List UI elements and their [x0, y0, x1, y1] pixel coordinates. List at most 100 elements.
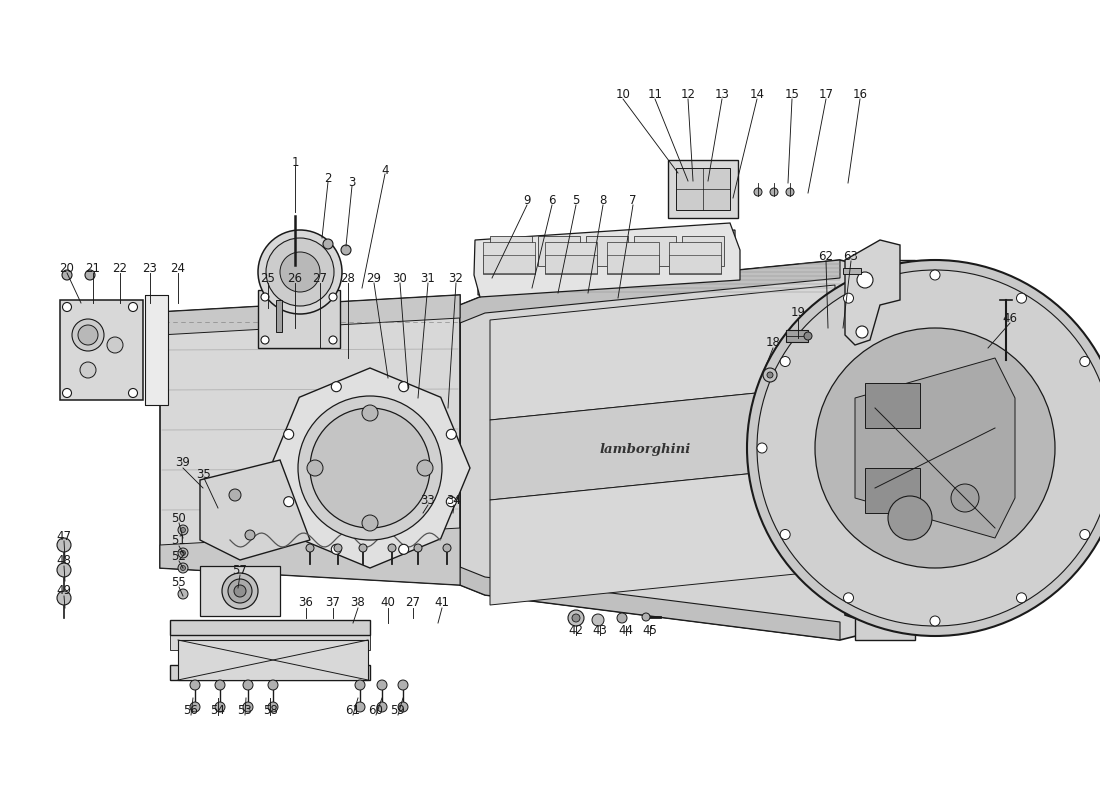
Bar [669, 255, 720, 273]
Circle shape [1080, 357, 1090, 366]
Text: 41: 41 [434, 597, 450, 610]
Text: 3: 3 [349, 175, 355, 189]
Text: 24: 24 [170, 262, 186, 274]
Circle shape [398, 702, 408, 712]
Circle shape [190, 680, 200, 690]
Circle shape [243, 702, 253, 712]
Circle shape [261, 336, 270, 344]
Circle shape [359, 544, 367, 552]
Circle shape [780, 530, 790, 539]
Circle shape [388, 544, 396, 552]
Circle shape [190, 702, 200, 712]
Circle shape [443, 544, 451, 552]
Text: 8: 8 [600, 194, 607, 206]
Bar [843, 268, 861, 274]
Circle shape [268, 680, 278, 690]
Text: 35: 35 [197, 467, 211, 481]
Text: 51: 51 [172, 534, 186, 547]
Text: 57: 57 [232, 563, 248, 577]
Circle shape [856, 326, 868, 338]
Circle shape [307, 460, 323, 476]
Circle shape [129, 389, 138, 398]
Circle shape [57, 563, 72, 577]
Polygon shape [460, 260, 840, 323]
Text: 32: 32 [449, 271, 463, 285]
Text: 25: 25 [261, 271, 275, 285]
Polygon shape [160, 295, 460, 335]
Text: 54: 54 [210, 703, 225, 717]
Polygon shape [60, 300, 143, 400]
Polygon shape [845, 240, 900, 345]
Circle shape [214, 702, 225, 712]
Circle shape [261, 293, 270, 301]
Circle shape [362, 515, 378, 531]
Text: 29: 29 [366, 271, 382, 285]
Circle shape [572, 614, 580, 622]
Circle shape [334, 544, 342, 552]
Text: 36: 36 [298, 597, 314, 610]
Circle shape [266, 238, 334, 306]
Text: 22: 22 [112, 262, 128, 274]
Text: 61: 61 [345, 703, 361, 717]
Circle shape [329, 293, 337, 301]
Text: lamborghini: lamborghini [600, 443, 691, 457]
Text: 33: 33 [420, 494, 436, 506]
Circle shape [129, 302, 138, 311]
Polygon shape [490, 285, 835, 420]
Bar [786, 330, 808, 342]
Circle shape [568, 610, 584, 626]
Text: 58: 58 [263, 703, 277, 717]
Polygon shape [160, 295, 460, 585]
Circle shape [323, 239, 333, 249]
Text: 27: 27 [312, 271, 328, 285]
Bar [634, 236, 676, 266]
Circle shape [80, 362, 96, 378]
Circle shape [178, 563, 188, 573]
Circle shape [298, 396, 442, 540]
Bar [607, 255, 659, 273]
Circle shape [815, 328, 1055, 568]
Text: 9: 9 [524, 194, 530, 206]
Polygon shape [200, 460, 310, 560]
Circle shape [1016, 593, 1026, 603]
Circle shape [63, 302, 72, 311]
Circle shape [78, 325, 98, 345]
Circle shape [763, 368, 777, 382]
Bar [855, 260, 915, 640]
Bar [258, 290, 340, 348]
Circle shape [398, 544, 409, 554]
Text: 46: 46 [1002, 311, 1018, 325]
Polygon shape [478, 230, 735, 295]
Circle shape [331, 382, 341, 392]
Text: 23: 23 [143, 262, 157, 274]
Circle shape [63, 389, 72, 398]
Text: 62: 62 [818, 250, 834, 262]
Text: 18: 18 [766, 337, 780, 350]
Text: 53: 53 [238, 703, 252, 717]
Text: 19: 19 [791, 306, 805, 319]
Bar [676, 168, 730, 210]
Polygon shape [145, 295, 168, 405]
Text: 4: 4 [382, 163, 388, 177]
Circle shape [398, 680, 408, 690]
Text: 56: 56 [184, 703, 198, 717]
Circle shape [447, 430, 456, 439]
Polygon shape [170, 630, 370, 650]
Polygon shape [855, 358, 1015, 538]
Polygon shape [460, 260, 860, 640]
Circle shape [85, 270, 95, 280]
Circle shape [268, 702, 278, 712]
Text: 42: 42 [569, 623, 583, 637]
Circle shape [857, 272, 873, 288]
Circle shape [234, 585, 246, 597]
Text: 17: 17 [818, 89, 834, 102]
Circle shape [243, 680, 253, 690]
Text: 34: 34 [447, 494, 461, 506]
Bar [544, 242, 597, 274]
Text: 14: 14 [749, 89, 764, 102]
Circle shape [617, 613, 627, 623]
Circle shape [228, 579, 252, 603]
Text: 60: 60 [368, 703, 384, 717]
Text: 16: 16 [852, 89, 868, 102]
Text: 1: 1 [292, 155, 299, 169]
